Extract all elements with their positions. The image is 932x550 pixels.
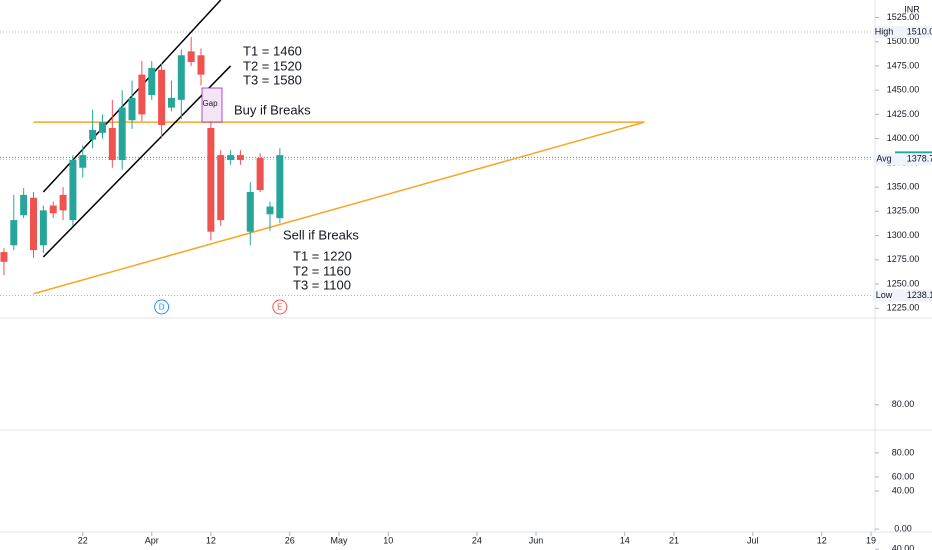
candle-body [138, 74, 146, 115]
annotation: T2 = 1520 [243, 58, 302, 73]
x-tick-label: 26 [285, 535, 295, 545]
annotation: T3 = 1580 [243, 72, 302, 87]
event-marker [154, 299, 170, 315]
x-tick-label: 21 [669, 535, 679, 545]
level-value: 1510.00 [907, 26, 932, 36]
pane-y-tick-label: 60.00 [892, 471, 915, 481]
level-value-badge [895, 289, 932, 302]
level-name-badge [873, 289, 895, 302]
y-tick-label: 1475.00 [887, 60, 920, 70]
y-tick-label: 1425.00 [887, 109, 920, 119]
candle-body [10, 220, 18, 246]
candle-body [49, 205, 57, 214]
level-name: High [875, 26, 894, 36]
candle-body [89, 129, 97, 140]
annotation: Sell if Breaks [283, 227, 359, 242]
level-name: Avg [876, 154, 891, 164]
candle-body [128, 97, 136, 121]
y-tick-label: 1400.00 [887, 133, 920, 143]
candle-body [98, 122, 106, 133]
event-marker [272, 299, 288, 315]
y-tick-label: 1350.00 [887, 181, 920, 191]
pane-y-tick-label: 80.00 [892, 447, 915, 457]
y-tick-label: 1225.00 [887, 303, 920, 313]
gap-box [201, 87, 223, 123]
candle-body [276, 155, 284, 219]
level-value: 1238.15 [907, 290, 932, 300]
candle-body [197, 55, 205, 75]
candle-body [69, 159, 77, 221]
candle-body [118, 107, 126, 160]
x-tick-label: 22 [78, 535, 88, 545]
annotation: T1 = 1220 [293, 248, 352, 263]
candle-body [266, 206, 274, 215]
annotation: T3 = 1100 [293, 277, 351, 292]
candle-body [227, 155, 235, 160]
trendline [42, 65, 232, 258]
event-marker-label: E [277, 303, 282, 312]
x-tick-label: 14 [620, 535, 630, 545]
candle-body [167, 97, 175, 108]
level-value-badge [895, 25, 932, 38]
level-name-badge [873, 153, 895, 166]
y-tick-label: 1300.00 [887, 230, 920, 240]
pane-y-tick-label: 0.00 [894, 524, 912, 534]
x-tick-label: Jun [529, 535, 544, 545]
x-tick-label: 24 [472, 535, 482, 545]
level-value: 1378.75 [907, 154, 932, 164]
x-tick-label: 19 [866, 535, 876, 545]
x-tick-label: 12 [206, 535, 216, 545]
candle-body [39, 210, 47, 246]
x-tick-label: 12 [817, 535, 827, 545]
candle-body [246, 191, 254, 232]
y-tick-label: 1525.00 [887, 12, 920, 22]
annotation: T1 = 1460 [243, 43, 302, 58]
candle-body [187, 51, 195, 63]
pane-y-tick-label: 40.00 [892, 485, 915, 495]
candle-body [236, 155, 244, 160]
x-tick-label: 10 [383, 535, 393, 545]
y-tick-label: 1500.00 [887, 36, 920, 46]
annotation: T2 = 1160 [293, 263, 351, 278]
pane-y-tick-label: 80.00 [892, 399, 915, 409]
trendline [33, 121, 645, 295]
candle-body [256, 158, 264, 191]
level-value-badge [895, 153, 932, 166]
x-tick-label: May [330, 535, 348, 545]
candle-body [158, 69, 166, 126]
candle-body [207, 127, 215, 232]
candle-body [79, 155, 87, 168]
x-tick-label: Jul [747, 535, 759, 545]
annotation: Gap [202, 99, 218, 108]
candle-body [148, 67, 156, 96]
y-tick-label: 1275.00 [887, 254, 920, 264]
candle-body [108, 127, 116, 160]
y-tick-label: 1450.00 [887, 85, 920, 95]
candle-body [217, 155, 225, 221]
candle-body [30, 197, 38, 251]
level-name: Low [876, 290, 893, 300]
candle-body [177, 55, 185, 100]
y-tick-label: 1325.00 [887, 206, 920, 216]
candle-body [0, 252, 8, 262]
y-tick-label: 1250.00 [887, 278, 920, 288]
event-marker-label: D [159, 303, 165, 312]
level-name-badge [873, 25, 895, 38]
candle-body [20, 194, 28, 216]
x-tick-label: Apr [145, 535, 159, 545]
candle-body [59, 194, 67, 211]
annotation: Buy if Breaks [234, 102, 311, 117]
pane-y-tick-label: 40.00 [892, 544, 915, 550]
currency-label: INR [904, 4, 920, 14]
